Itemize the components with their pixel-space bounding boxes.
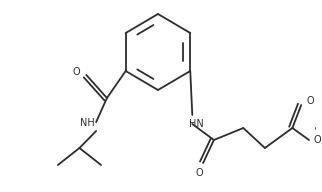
Text: O: O xyxy=(306,96,314,106)
Text: O: O xyxy=(73,67,80,77)
Text: HN: HN xyxy=(189,119,204,129)
Text: O: O xyxy=(195,168,203,178)
Text: O: O xyxy=(314,135,322,145)
Text: NH: NH xyxy=(80,118,95,128)
